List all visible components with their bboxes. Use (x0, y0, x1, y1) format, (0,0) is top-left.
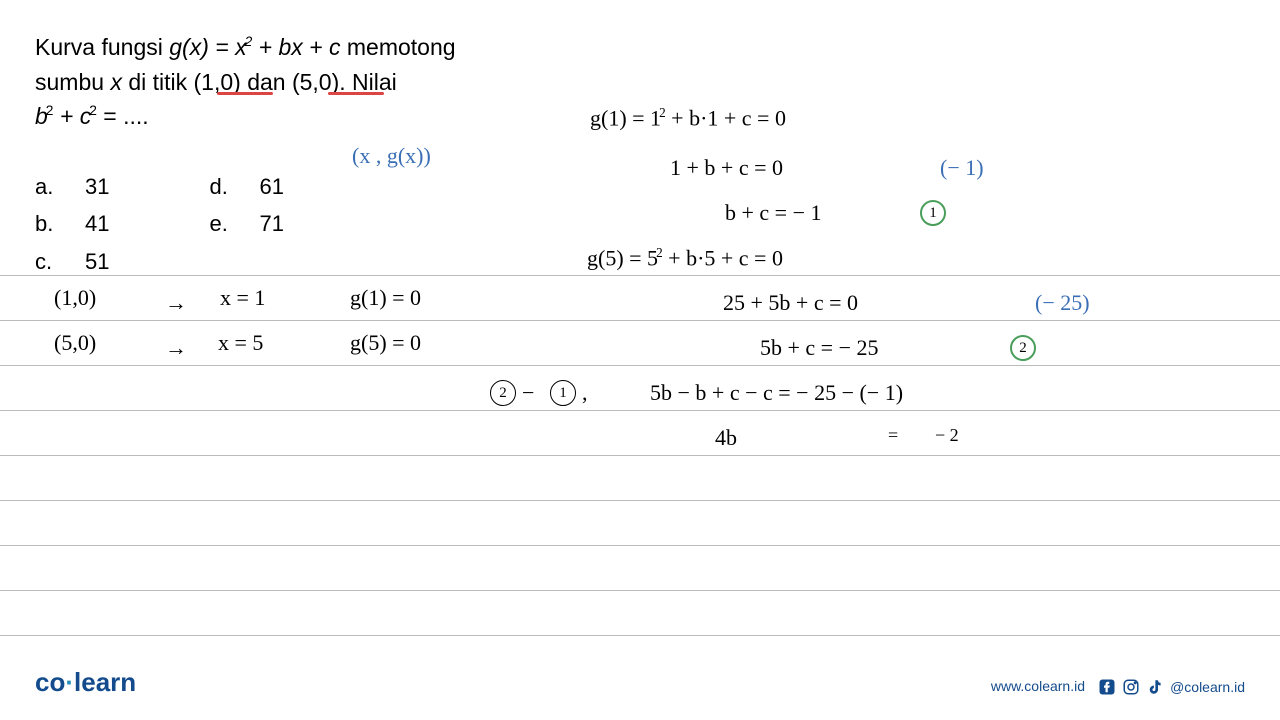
q-l3-plus: + c (53, 103, 91, 129)
hw-sub-c1: 1 (550, 380, 576, 406)
ruled-line (0, 455, 1280, 456)
hw-g1-exp-rhs: + b·1 + c = 0 (666, 105, 786, 130)
facebook-icon (1098, 678, 1116, 696)
hw-g1-expand: g(1) = 12 + b·1 + c = 0 (590, 105, 786, 131)
hw-g5-exp-sup: 2 (656, 245, 663, 260)
hw-neg2: − 2 (935, 425, 959, 446)
hw-sub-c2-t: 2 (499, 385, 507, 402)
hw-bc-eq: b + c = − 1 (725, 200, 822, 226)
option-a-value: 31 (85, 168, 109, 205)
option-d-label: d. (209, 168, 259, 205)
hw-sum1: 1 + b + c = 0 (670, 155, 783, 181)
hw-g5-exp-lhs: g(5) = 5 (587, 245, 658, 270)
option-e-value: 71 (259, 205, 283, 242)
ruled-line (0, 365, 1280, 366)
hw-g5-exp-rhs: + b·5 + c = 0 (663, 245, 783, 270)
hw-fourb: 4b (715, 425, 737, 451)
hw-circle-2: 2 (1010, 335, 1036, 361)
website-url: www.colearn.id (991, 678, 1085, 694)
hw-circle-1: 1 (920, 200, 946, 226)
option-row-2: b. 41 e. 71 (35, 205, 284, 242)
logo-co: co (35, 667, 65, 697)
option-d-value: 61 (259, 168, 283, 205)
hw-arrow5: → (165, 335, 187, 361)
q-l2-var: x (110, 69, 122, 95)
hw-x5: x = 5 (218, 330, 263, 356)
footer: co·learn www.colearn.id @colearn.id (0, 668, 1280, 698)
hw-g1-exp-lhs: g(1) = 1 (590, 105, 661, 130)
logo-dot: · (65, 667, 74, 697)
hw-sum5: 25 + 5b + c = 0 (723, 290, 858, 316)
options-block: a. 31 d. 61 b. 41 e. 71 c. 51 (35, 168, 284, 280)
q-l2-prefix: sumbu (35, 69, 110, 95)
social-block: @colearn.id (1098, 678, 1245, 696)
q-l1-suffix: memotong (347, 34, 456, 60)
option-e-label: e. (209, 205, 259, 242)
logo-learn: learn (74, 667, 136, 697)
hw-coord-pair: (x , g(x)) (352, 143, 431, 169)
hw-sub-c1-t: 1 (559, 385, 567, 402)
hw-g5-0: g(5) = 0 (350, 330, 421, 356)
question-block: Kurva fungsi g(x) = x2 + bx + c memotong… (35, 30, 456, 134)
hw-g5-expand: g(5) = 52 + b·5 + c = 0 (587, 245, 783, 271)
ruled-line (0, 410, 1280, 411)
red-underline-1 (217, 92, 273, 95)
ruled-line (0, 635, 1280, 636)
question-line-1: Kurva fungsi g(x) = x2 + bx + c memotong (35, 30, 456, 65)
hw-x1: x = 1 (220, 285, 265, 311)
hw-g1-0: g(1) = 0 (350, 285, 421, 311)
logo: co·learn (35, 667, 136, 698)
q-l2-mid: di titik (122, 69, 194, 95)
q-l3-sup2: 2 (89, 103, 97, 118)
red-underline-2 (328, 92, 384, 95)
hw-circle-2-text: 2 (1019, 340, 1027, 357)
q-l2-end: . Nilai (339, 69, 397, 95)
hw-arrow1: → (165, 290, 187, 316)
ruled-line (0, 275, 1280, 276)
option-b-value: 41 (85, 205, 109, 242)
q-l2-pt2: (5,0) (292, 69, 339, 95)
hw-g1-exp-sup: 2 (659, 105, 666, 120)
q-l2-and: dan (241, 69, 292, 95)
ruled-line (0, 500, 1280, 501)
ruled-line (0, 545, 1280, 546)
hw-minus25: (− 25) (1035, 290, 1090, 316)
q-l3-eq: = .... (97, 103, 149, 129)
hw-sub-minus: − (522, 380, 534, 406)
hw-circle-1-text: 1 (929, 205, 937, 222)
ruled-line (0, 590, 1280, 591)
hw-pt1: (1,0) (54, 285, 96, 311)
hw-minus1: (− 1) (940, 155, 984, 181)
q-l1-mid: + bx + c (252, 34, 347, 60)
hw-5bc-eq: 5b + c = − 25 (760, 335, 879, 361)
hw-pt5: (5,0) (54, 330, 96, 356)
ruled-line (0, 320, 1280, 321)
q-l1-fn: g(x) = x (169, 34, 246, 60)
option-row-1: a. 31 d. 61 (35, 168, 284, 205)
social-handle: @colearn.id (1170, 679, 1245, 695)
q-l2-pt1: (1,0) (194, 69, 241, 95)
hw-eq-sym: = (888, 425, 898, 446)
hw-sub-eq: 5b − b + c − c = − 25 − (− 1) (650, 380, 903, 406)
option-b-label: b. (35, 205, 85, 242)
option-a-label: a. (35, 168, 85, 205)
tiktok-icon (1146, 678, 1164, 696)
instagram-icon (1122, 678, 1140, 696)
hw-sub-c2: 2 (490, 380, 516, 406)
hw-sub-comma: , (582, 380, 588, 406)
question-line-3: b2 + c2 = .... (35, 99, 456, 134)
q-l1-prefix: Kurva fungsi (35, 34, 169, 60)
